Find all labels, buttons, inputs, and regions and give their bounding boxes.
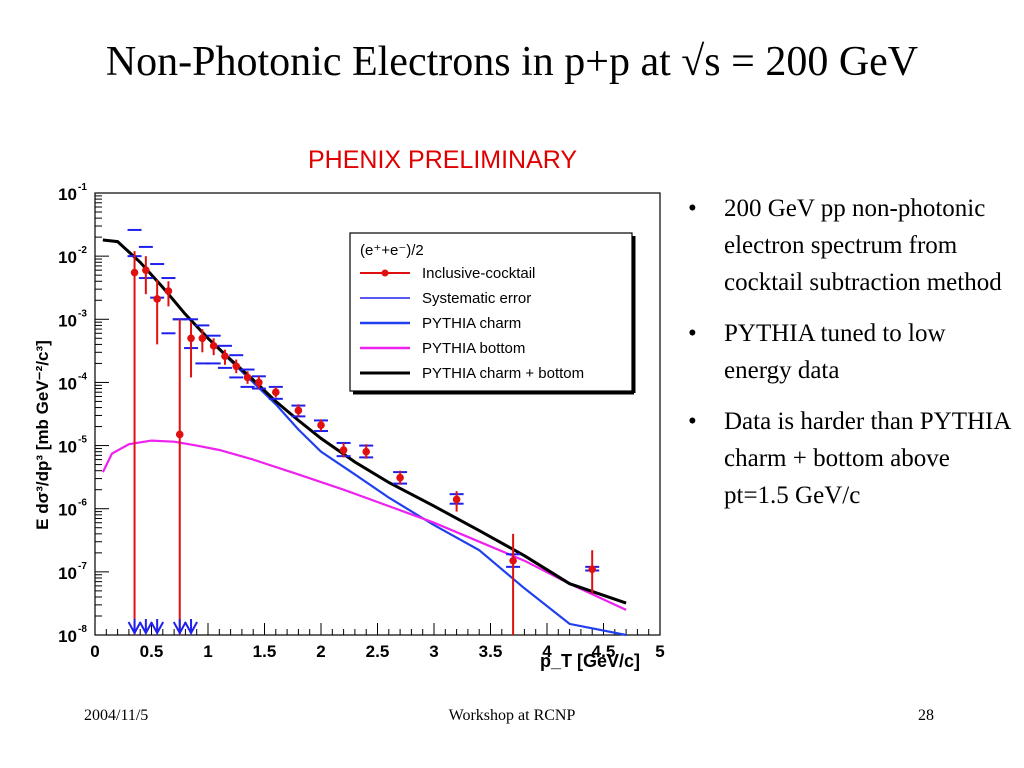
data-point	[294, 406, 303, 415]
data-point	[243, 373, 252, 382]
bullet-list: 200 GeV pp non-photonic electron spectru…	[688, 190, 1018, 528]
series-pythia-bottom	[101, 439, 627, 611]
y-tick-label: 10	[58, 627, 77, 646]
preliminary-label: PHENIX PRELIMINARY	[308, 146, 578, 174]
points-layer	[130, 251, 596, 635]
upper-limit-arrow	[150, 619, 165, 636]
data-point	[153, 295, 161, 303]
legend-entry: PYTHIA charm	[422, 315, 521, 332]
footer-page-number: 28	[918, 707, 934, 724]
y-tick-exponent: -7	[78, 561, 87, 572]
data-point	[221, 352, 229, 361]
x-tick-label: 0.5	[140, 642, 164, 661]
data-point	[509, 556, 517, 565]
data-point	[232, 362, 241, 371]
data-point	[209, 342, 218, 350]
bullet-item: PYTHIA tuned to low energy data	[688, 315, 1018, 389]
x-tick-label: 4.5	[592, 642, 616, 661]
legend-entry: Inclusive-cocktail	[422, 265, 535, 282]
y-tick-label: 10	[58, 248, 77, 267]
upper-limit-arrow	[184, 619, 198, 636]
data-point	[588, 565, 596, 574]
data-point	[187, 334, 195, 343]
x-axis-label: p_T [GeV/c]	[540, 651, 640, 671]
series-layer	[101, 238, 627, 637]
legend-box	[349, 232, 633, 392]
slide-title: Non-Photonic Electrons in p+p at √s = 20…	[105, 39, 919, 85]
data-point	[272, 388, 280, 397]
y-tick-label: 10	[58, 374, 77, 393]
legend-entry: PYTHIA bottom	[422, 340, 525, 357]
legend-entry: PYTHIA charm + bottom	[422, 365, 584, 382]
x-tick-label: 5	[655, 642, 664, 661]
data-point	[339, 446, 348, 454]
x-tick-label: 1	[203, 642, 212, 661]
data-point	[396, 473, 404, 482]
x-tick-label: 1.5	[253, 642, 277, 661]
y-tick-exponent: -3	[78, 308, 87, 319]
y-tick-labels: 10-810-710-610-510-410-310-210-1	[58, 182, 87, 646]
x-tick-label: 2	[316, 642, 325, 661]
footer-venue: Workshop at RCNP	[448, 707, 576, 724]
y-tick-label: 10	[58, 438, 77, 457]
x-tick-label: 4	[542, 642, 552, 661]
chart-legend: (e⁺+e⁻)/2 Inclusive-cocktail Systematic er…	[349, 232, 636, 395]
spectrum-chart: 0 0.5 1 1.5 2 2.5 3 3.5 4 4.5 5 10-810-710-610-510…	[33, 182, 665, 671]
data-point	[452, 495, 461, 504]
y-tick-exponent: -8	[78, 624, 87, 635]
y-tick-label: 10	[58, 501, 77, 520]
data-point	[142, 266, 150, 274]
x-tick-labels: 0 0.5 1 1.5 2 2.5 3 3.5 4 4.5 5	[90, 642, 664, 661]
bullet-item: Data is harder than PYTHIA charm + botto…	[688, 403, 1018, 514]
y-tick-label: 10	[58, 564, 77, 583]
data-point	[255, 378, 263, 387]
x-tick-label: 3	[429, 642, 438, 661]
footer-date: 2004/11/5	[84, 707, 149, 724]
x-tick-label: 0	[90, 642, 99, 661]
upper-limit-arrow	[138, 619, 153, 636]
legend-header: (e⁺+e⁻)/2	[360, 242, 424, 259]
x-tick-label: 2.5	[366, 642, 390, 661]
upper-limit-arrow	[172, 619, 187, 636]
data-point	[164, 287, 173, 295]
x-tick-label: 3.5	[479, 642, 503, 661]
data-point	[317, 421, 325, 430]
series-pythia-charm-bottom	[102, 238, 627, 605]
y-tick-exponent: -5	[78, 435, 87, 446]
bullet-item: 200 GeV pp non-photonic electron spectru…	[688, 190, 1018, 301]
y-axis-label: E dσ³/dp³ [mb GeV⁻²/c³]	[33, 340, 52, 530]
y-tick-exponent: -4	[78, 371, 87, 382]
y-tick-exponent: -1	[78, 182, 87, 193]
systematic-layer	[127, 228, 600, 572]
data-point	[130, 268, 139, 277]
data-point	[362, 447, 371, 456]
legend-entry: Systematic error	[422, 290, 531, 307]
y-tick-exponent: -6	[78, 498, 87, 509]
data-point	[198, 334, 207, 343]
data-point	[175, 430, 184, 439]
legend-marker	[381, 269, 389, 277]
y-tick-label: 10	[58, 311, 77, 330]
arrows-layer	[127, 619, 198, 636]
upper-limit-arrow	[127, 619, 142, 636]
y-tick-exponent: -2	[78, 245, 87, 256]
y-tick-label: 10	[58, 185, 77, 204]
